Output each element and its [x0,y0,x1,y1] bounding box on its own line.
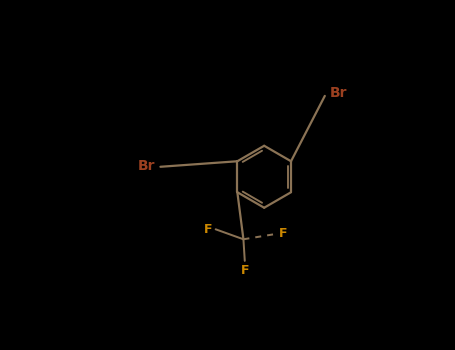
Text: Br: Br [137,159,155,173]
Text: F: F [241,264,249,276]
Text: F: F [279,228,288,240]
Text: F: F [204,223,212,236]
Text: Br: Br [330,86,347,100]
